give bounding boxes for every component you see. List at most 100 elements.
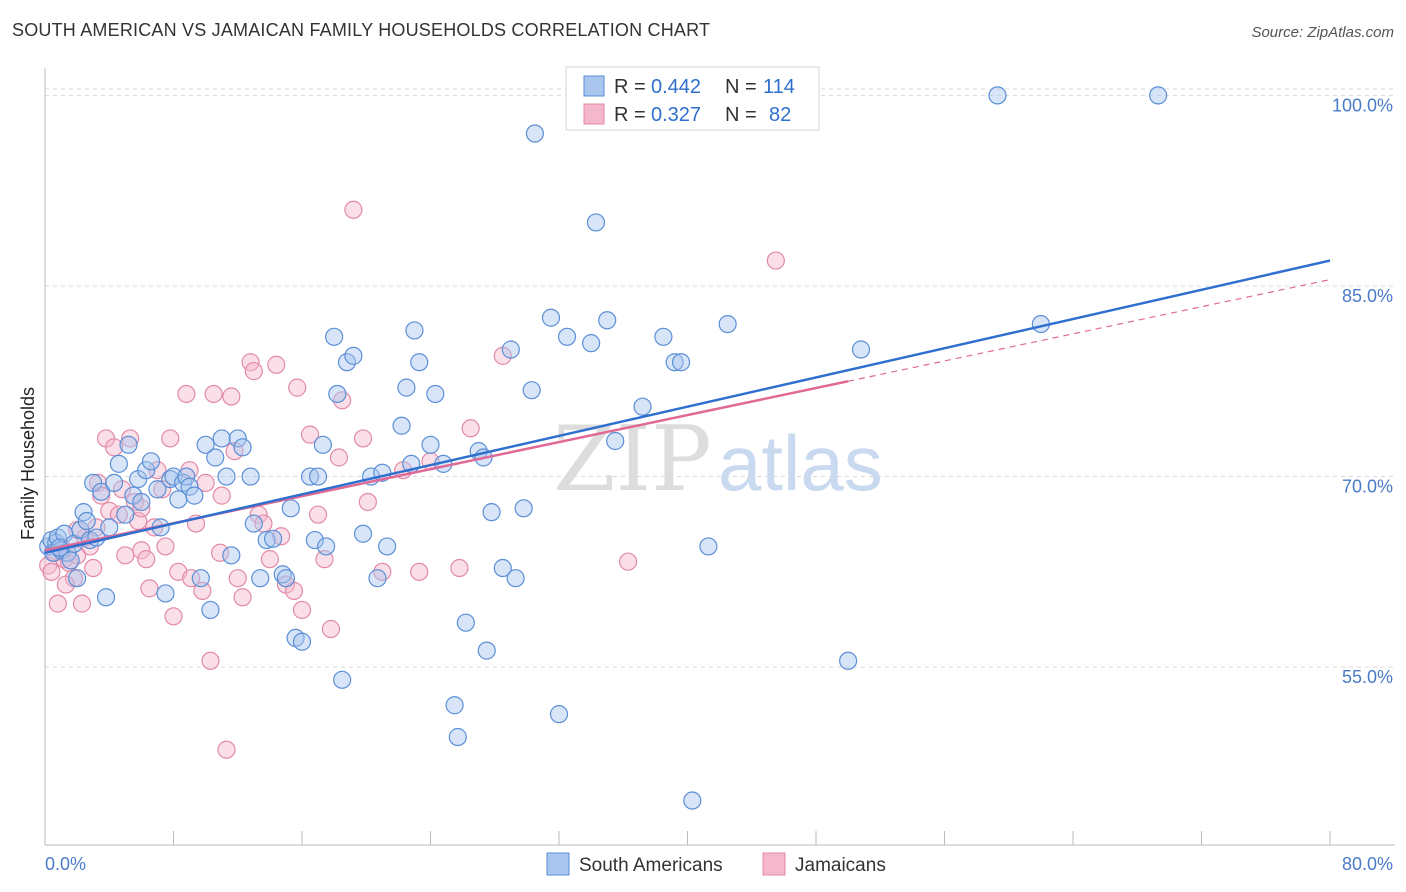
- stats-legend: R = 0.442 N = 114 R = 0.327 N = 82: [565, 66, 820, 131]
- legend-n-label-1: N =: [725, 76, 757, 98]
- legend-r-value-1: 0.442: [651, 76, 701, 98]
- x-tick-label-max: 80.0%: [1342, 854, 1393, 874]
- south-americans-point: [448, 727, 467, 747]
- south-americans-point: [506, 569, 525, 588]
- south-americans-point: [522, 381, 541, 400]
- south-americans-point: [392, 416, 411, 435]
- south-americans-point: [606, 431, 625, 451]
- y-tick-label: 85.0%: [1342, 286, 1393, 306]
- south-americans-point: [325, 327, 344, 346]
- jamaicans-point: [321, 619, 341, 639]
- stats-legend-box: [565, 66, 820, 131]
- south-americans-point: [514, 499, 533, 518]
- jamaicans-point: [116, 546, 135, 565]
- jamaicans-point: [156, 537, 175, 556]
- chart-title: SOUTH AMERICAN VS JAMAICAN FAMILY HOUSEH…: [12, 20, 711, 40]
- watermark-zip: ZIP: [553, 407, 712, 512]
- jamaicans-point: [164, 607, 183, 626]
- south-americans-point: [241, 467, 260, 486]
- jamaicans-point: [109, 505, 128, 524]
- jamaicans-point: [204, 384, 223, 404]
- south-americans-point: [549, 705, 569, 724]
- y-tick-label: 100.0%: [1332, 95, 1393, 115]
- jamaicans-point: [177, 384, 196, 404]
- x-tick-label-min: 0.0%: [45, 854, 86, 874]
- jamaicans-point: [42, 562, 61, 581]
- y-tick-label: 70.0%: [1342, 477, 1393, 497]
- jamaicans-point: [222, 387, 241, 406]
- south-americans-point: [257, 530, 276, 550]
- jamaicans-point: [410, 562, 429, 581]
- south-americans-point: [222, 546, 241, 565]
- legend-r-label-2: R =: [614, 104, 646, 126]
- bottom-legend-label-south-americans: South Americans: [579, 855, 723, 876]
- y-tick-labels: 55.0% 70.0% 85.0% 100.0%: [1332, 95, 1393, 687]
- south-americans-point: [212, 429, 231, 448]
- south-americans-point: [421, 435, 440, 454]
- jamaicans-point: [233, 588, 252, 607]
- legend-r-label-1: R =: [614, 76, 646, 98]
- south-americans-point: [104, 473, 124, 493]
- south-americans-point: [156, 584, 175, 603]
- south-americans-point: [405, 321, 424, 340]
- south-americans-point: [201, 600, 220, 620]
- south-americans-point: [185, 486, 204, 505]
- jamaicans-point: [260, 550, 279, 569]
- south-americans-point: [244, 514, 263, 533]
- south-americans-point: [633, 397, 652, 416]
- south-americans-point: [228, 429, 247, 448]
- south-americans-point: [582, 334, 601, 353]
- axes: [44, 68, 1395, 846]
- jamaicans-point: [210, 543, 230, 562]
- south-americans-point: [525, 124, 545, 143]
- south-americans-point: [263, 529, 283, 548]
- south-americans-point: [92, 482, 111, 501]
- jamaicans-point: [161, 429, 180, 448]
- jamaicans-point: [244, 362, 263, 381]
- jamaicans-point: [212, 486, 231, 505]
- south-americans-point: [292, 632, 312, 651]
- south-americans-point: [68, 569, 87, 588]
- jamaicans-point: [461, 419, 480, 438]
- south-americans-point: [378, 537, 397, 556]
- jamaicans-point: [329, 448, 349, 467]
- south-americans-point: [96, 588, 116, 607]
- jamaicans-point: [450, 558, 469, 578]
- south-americans-point: [477, 641, 496, 660]
- south-americans-point: [251, 569, 270, 588]
- south-americans-point: [316, 537, 336, 556]
- jamaicans-point: [228, 569, 247, 588]
- south-americans-point: [233, 438, 252, 457]
- watermark-atlas: atlas: [718, 419, 883, 507]
- south-americans-point: [586, 213, 606, 232]
- jamaicans-point: [267, 355, 286, 374]
- south-americans-point: [851, 340, 871, 359]
- jamaicans-point: [618, 552, 638, 571]
- jamaicans-point: [766, 251, 785, 270]
- south-americans-point: [308, 467, 328, 486]
- south-americans-point: [445, 696, 464, 715]
- south-americans-point: [328, 384, 347, 404]
- bottom-legend-swatch-south-americans: [546, 852, 570, 876]
- south-americans-point: [119, 435, 138, 454]
- source-label: Source: ZipAtlas.com: [1251, 24, 1394, 41]
- south-americans-point: [196, 435, 215, 454]
- south-americans-point: [109, 454, 128, 473]
- south-americans-point: [557, 327, 577, 346]
- jamaicans-point: [353, 429, 373, 448]
- south-americans-point: [217, 467, 236, 486]
- south-americans-point: [671, 353, 691, 372]
- jamaicans-point: [104, 438, 124, 457]
- jamaicans-point: [140, 579, 159, 598]
- south-americans-point: [368, 569, 387, 588]
- y-axis-label: Family Households: [18, 387, 38, 540]
- legend-n-label-2: N =: [725, 104, 757, 126]
- south-americans-point: [410, 353, 429, 372]
- south-americans-trend-line: [44, 259, 1331, 555]
- south-americans-point: [501, 340, 520, 359]
- south-americans-point: [683, 791, 702, 810]
- south-americans-point: [482, 503, 501, 522]
- south-americans-point: [141, 452, 161, 471]
- jamaicans-point: [56, 575, 75, 594]
- south-americans-point: [353, 524, 373, 543]
